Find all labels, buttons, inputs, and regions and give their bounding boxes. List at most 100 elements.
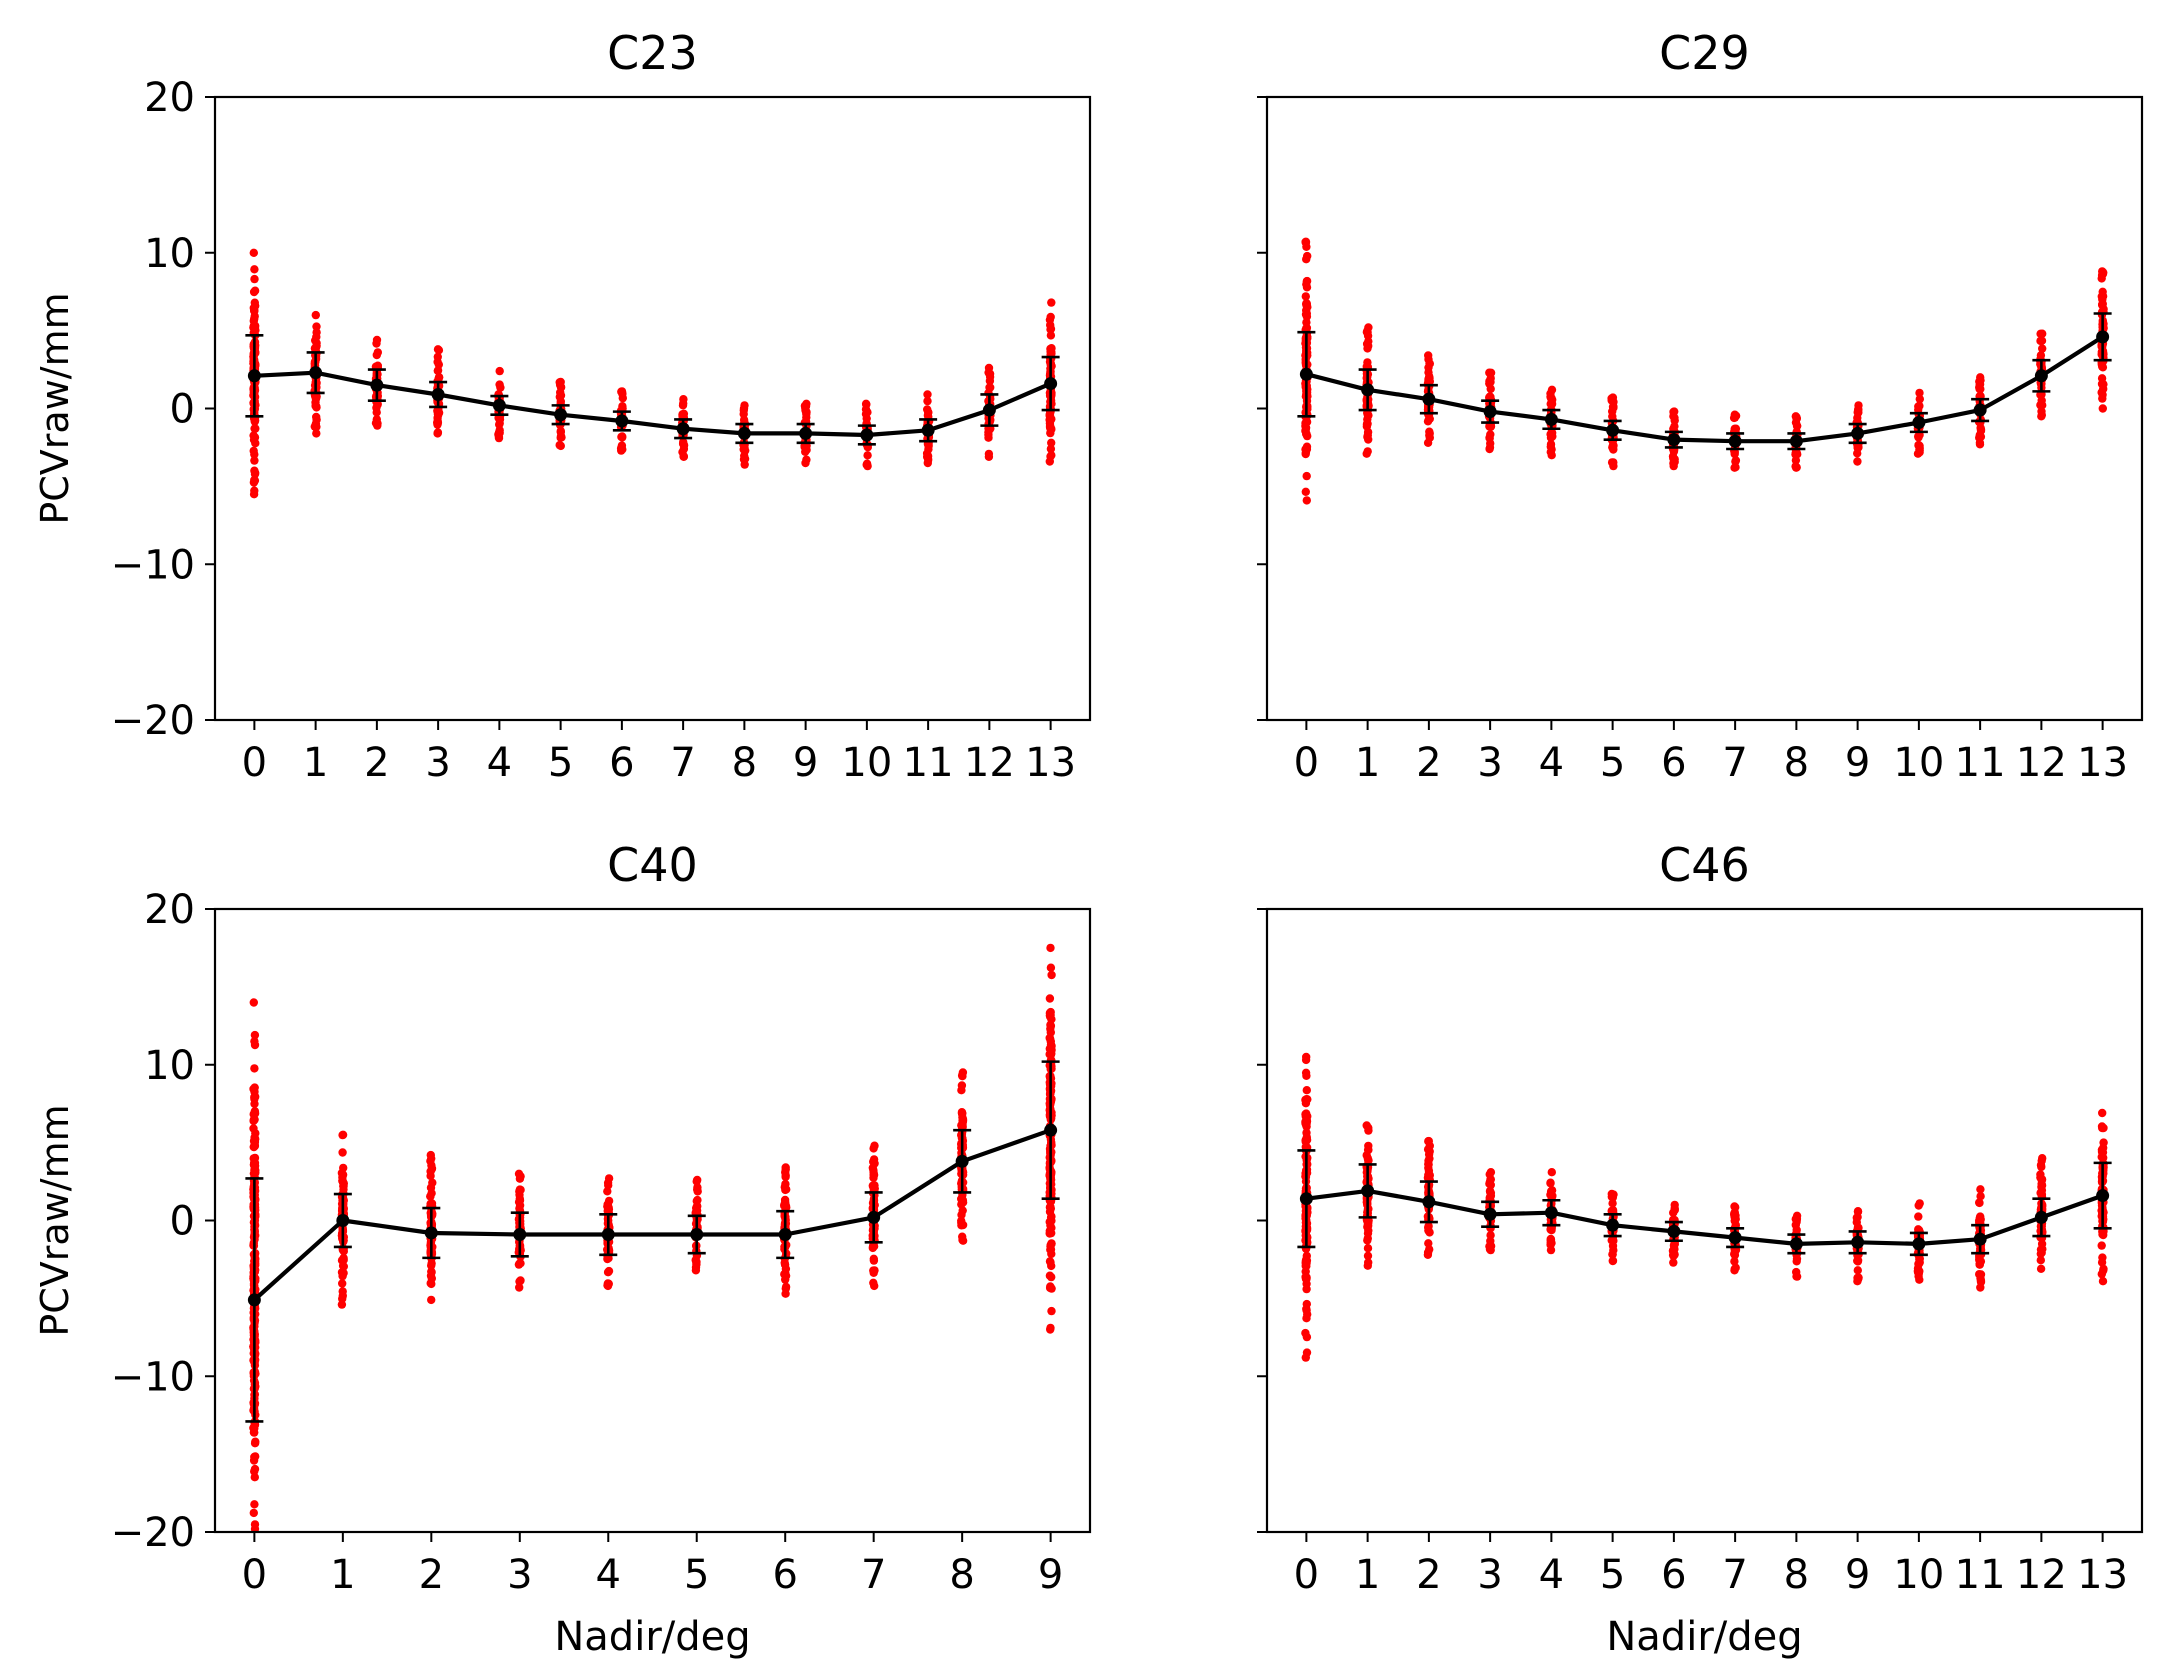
x-tick-label: 1 xyxy=(330,1552,355,1598)
scatter-point xyxy=(2038,344,2047,353)
scatter-point xyxy=(251,1437,260,1446)
scatter-point xyxy=(693,1185,702,1194)
scatter-point xyxy=(250,456,259,465)
scatter-point xyxy=(958,1235,967,1245)
scatter-point xyxy=(312,412,321,422)
scatter-point xyxy=(692,1203,701,1213)
error-bars xyxy=(1297,312,2112,451)
y-tick-label: −20 xyxy=(111,698,195,744)
scatter-point xyxy=(2037,407,2046,416)
scatter-point xyxy=(1302,1306,1311,1315)
scatter-point xyxy=(1608,1256,1618,1265)
scatter-point xyxy=(516,1185,525,1195)
scatter-series xyxy=(249,943,1056,1534)
x-tick-label: 12 xyxy=(2016,740,2067,786)
scatter-point xyxy=(869,1173,878,1183)
scatter-point xyxy=(1424,1159,1433,1169)
scatter-point xyxy=(868,1242,878,1251)
x-tick-label: 8 xyxy=(1784,740,1809,786)
scatter-point xyxy=(2036,351,2046,360)
scatter-point xyxy=(1362,422,1372,431)
scatter-point xyxy=(1302,300,1311,309)
scatter-point xyxy=(250,1083,259,1092)
mean-point xyxy=(1728,434,1742,448)
mean-point xyxy=(1973,403,1987,417)
scatter-point xyxy=(1792,1257,1801,1266)
scatter-point xyxy=(1425,1245,1434,1254)
scatter-point xyxy=(923,396,932,406)
scatter-point xyxy=(984,428,993,437)
scatter-point xyxy=(250,1473,259,1482)
scatter-point xyxy=(1729,413,1739,423)
scatter-point xyxy=(250,1153,260,1163)
scatter-point xyxy=(338,1148,347,1157)
scatter-point xyxy=(249,1124,258,1133)
error-bars xyxy=(1297,1149,2112,1257)
x-tick-label: 4 xyxy=(487,740,512,786)
scatter-point xyxy=(1301,310,1311,319)
scatter-point xyxy=(1364,1123,1373,1133)
scatter-point xyxy=(802,413,811,422)
scatter-point xyxy=(250,274,259,284)
mean-point xyxy=(799,426,813,440)
scatter-point xyxy=(1302,1274,1311,1283)
mean-point xyxy=(1422,1195,1436,1209)
scatter-point xyxy=(604,1196,614,1206)
scatter-point xyxy=(339,1253,348,1263)
scatter-series xyxy=(1301,237,2108,505)
mean-point xyxy=(554,408,568,422)
scatter-point xyxy=(986,383,995,392)
scatter-point xyxy=(339,1262,348,1271)
scatter-point xyxy=(1975,438,1985,447)
x-tick-label: 7 xyxy=(1722,740,1747,786)
scatter-series xyxy=(249,248,1056,499)
scatter-point xyxy=(1853,1275,1863,1284)
scatter-point xyxy=(426,1192,435,1201)
x-tick-label: 2 xyxy=(1416,1552,1441,1598)
scatter-point xyxy=(312,328,321,337)
scatter-point xyxy=(1302,471,1311,481)
scatter-point xyxy=(1485,1245,1495,1254)
scatter-point xyxy=(1914,432,1923,441)
subplot-title: C23 xyxy=(607,26,698,80)
mean-point xyxy=(867,1210,881,1224)
mean-point xyxy=(1483,1207,1497,1221)
x-tick-label: 0 xyxy=(242,1552,267,1598)
x-tick-label: 3 xyxy=(1477,740,1502,786)
x-tick-label: 8 xyxy=(732,740,757,786)
scatter-point xyxy=(1730,449,1739,459)
scatter-point xyxy=(1046,943,1055,953)
x-tick-label: 6 xyxy=(772,1552,797,1598)
scatter-point xyxy=(678,447,687,457)
scatter-point xyxy=(337,1300,347,1309)
scatter-point xyxy=(1363,1251,1373,1261)
scatter-point xyxy=(1302,1071,1311,1081)
x-tick-label: 0 xyxy=(1294,1552,1319,1598)
y-tick-label: −10 xyxy=(111,1354,195,1400)
mean-point xyxy=(431,387,445,401)
scatter-point xyxy=(337,1168,347,1178)
mean-point xyxy=(2096,1189,2110,1203)
scatter-point xyxy=(312,322,321,331)
scatter-point xyxy=(373,361,382,370)
scatter-point xyxy=(869,1254,878,1264)
scatter-point xyxy=(1425,359,1434,368)
scatter-point xyxy=(781,1275,790,1284)
scatter-point xyxy=(679,399,688,408)
scatter-point xyxy=(555,392,564,402)
scatter-point xyxy=(312,429,321,438)
scatter-point xyxy=(1302,1128,1311,1137)
scatter-point xyxy=(373,400,382,410)
scatter-point xyxy=(739,415,749,425)
scatter-point xyxy=(2099,1123,2108,1133)
mean-point xyxy=(1361,1184,1375,1198)
scatter-point xyxy=(957,1081,967,1090)
axes-frame xyxy=(1265,907,2144,1534)
scatter-point xyxy=(1046,1323,1055,1333)
scatter-point xyxy=(2097,1241,2106,1250)
scatter-point xyxy=(312,338,321,348)
scatter-point xyxy=(2098,1253,2107,1262)
mean-point xyxy=(1044,1123,1058,1137)
scatter-point xyxy=(1854,405,1863,414)
